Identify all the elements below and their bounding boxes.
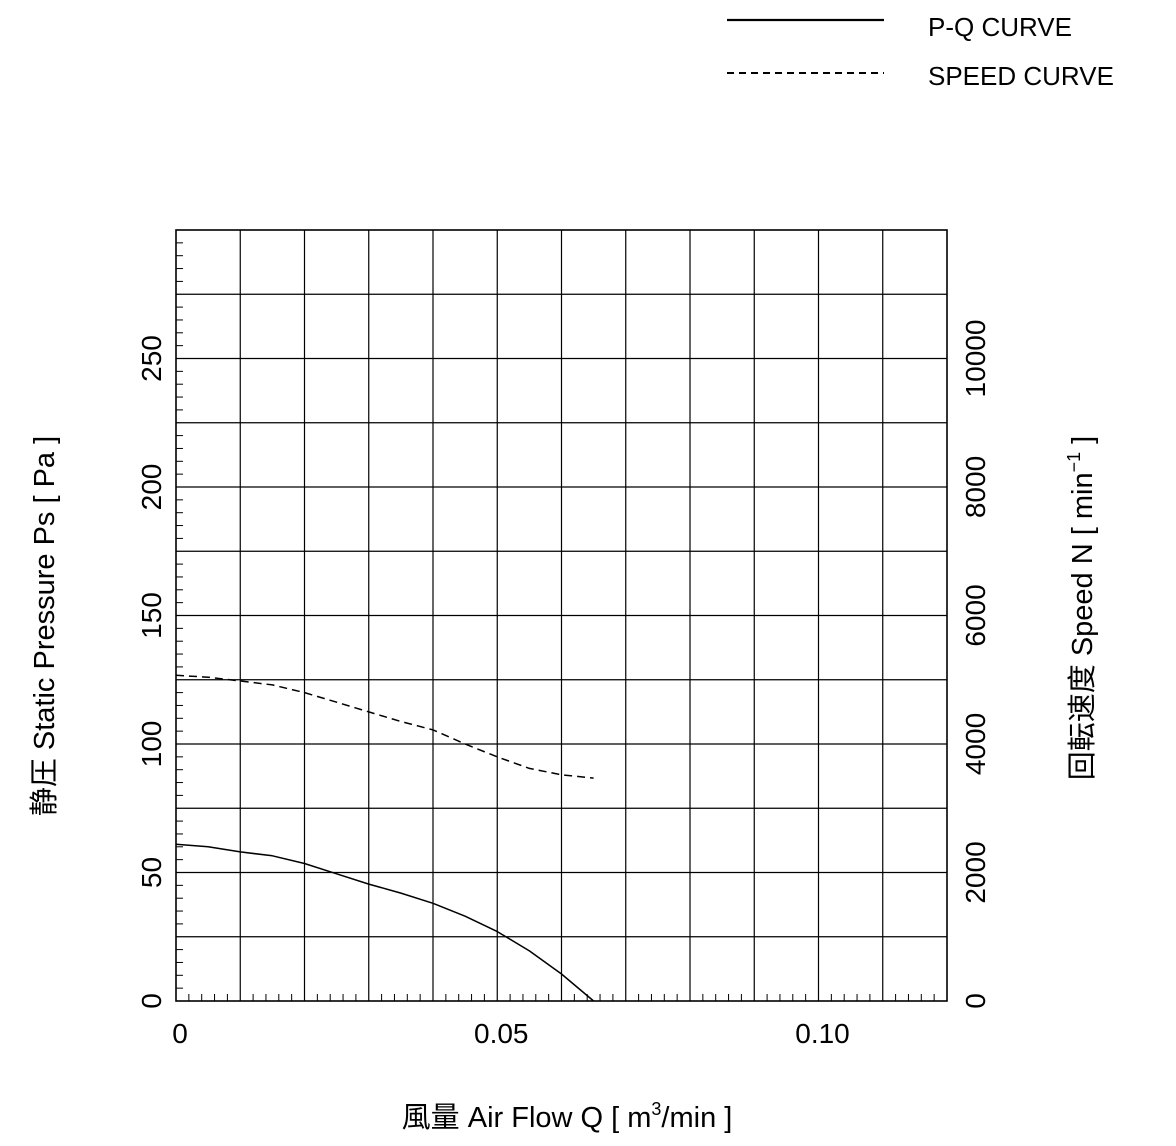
y-tick-label: 0 [136,993,167,1009]
y-axis-title: 静圧 Static Pressure Ps [ Pa ] [28,436,61,816]
y2-axis-title: 回転速度 Speed N [ min−1 ] [1064,436,1099,780]
x-tick-label: 0.10 [795,1018,850,1049]
legend: P-Q CURVE SPEED CURVE [727,12,1114,91]
y2-tick-label: 2000 [960,841,991,903]
x-axis-title-suffix: /min ] [661,1102,732,1134]
x-tick-labels: 0 0.05 0.10 [172,1018,850,1049]
y-tick-label: 200 [136,464,167,511]
x-tick-label: 0 [172,1018,188,1049]
y-tick-label: 250 [136,335,167,382]
y2-tick-label: 10000 [960,320,991,398]
y2-axis-title-suffix: ] [1067,436,1099,452]
y2-tick-labels: 0 2000 4000 6000 8000 10000 [960,320,991,1009]
y-tick-label: 150 [136,592,167,639]
plot-frame [175,229,948,1002]
y-tick-labels: 0 50 100 150 200 250 [136,335,167,1009]
y2-tick-label: 8000 [960,456,991,518]
x-axis-title: 風量 Air Flow Q [ m3/min ] [402,1099,733,1134]
y2-tick-label: 0 [960,993,991,1009]
x-axis-title-sup: 3 [651,1099,661,1119]
pq-curve-line [175,843,595,1002]
y2-axis-title-sup: −1 [1064,452,1084,473]
series-group [175,674,595,1002]
x-tick-label: 0.05 [474,1018,529,1049]
y-tick-label: 50 [136,857,167,888]
y2-tick-label: 6000 [960,584,991,646]
speed-curve-line [175,674,594,779]
legend-label-speed: SPEED CURVE [928,61,1114,91]
grid [175,229,948,1002]
minor-ticks [176,242,935,1001]
legend-label-pq: P-Q CURVE [928,12,1072,42]
y2-tick-label: 4000 [960,713,991,775]
y-tick-label: 100 [136,721,167,768]
